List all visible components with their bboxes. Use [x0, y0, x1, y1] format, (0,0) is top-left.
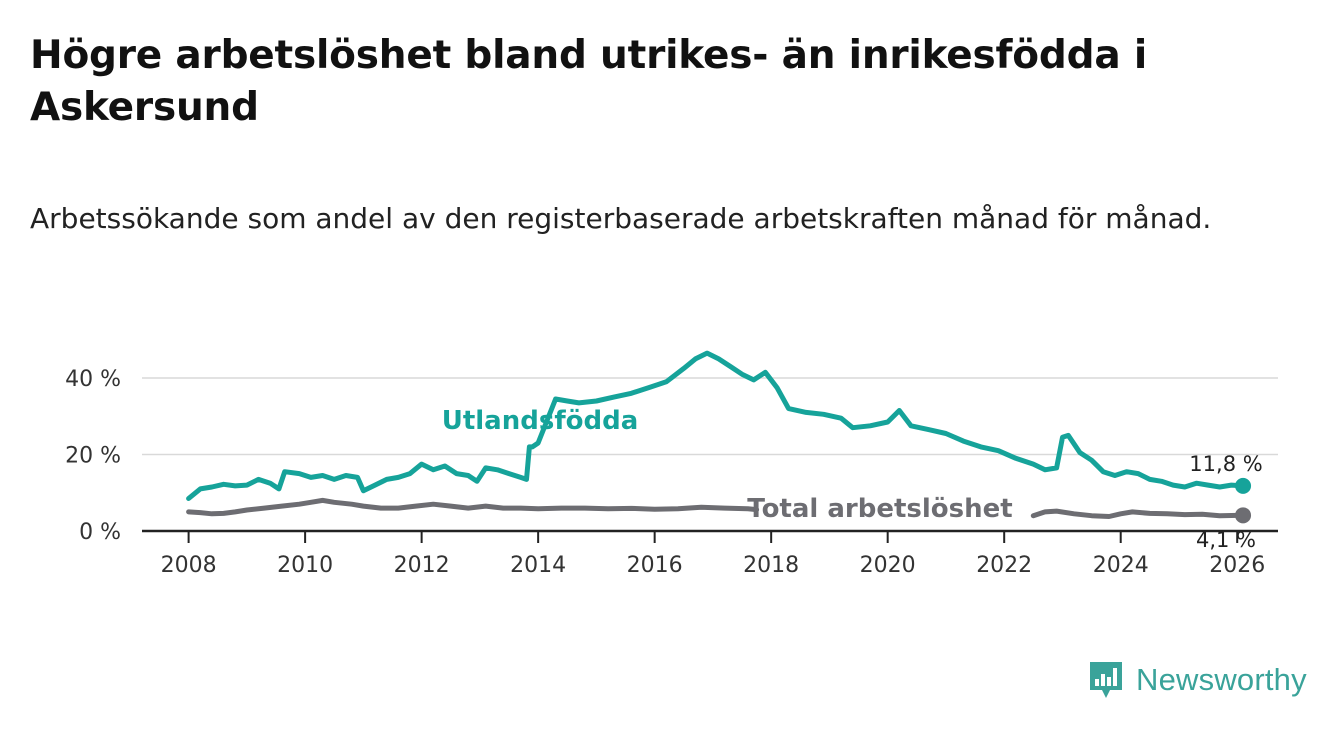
x-tick-label: 2024	[1093, 553, 1149, 578]
gridlines	[142, 377, 1278, 456]
chart-subtitle: Arbetssökande som andel av den registerb…	[30, 202, 1212, 235]
series-line-total-continued	[1030, 508, 1246, 519]
chart-title: Högre arbetslöshet bland utrikes- än inr…	[30, 33, 1147, 130]
series-lines	[186, 350, 1252, 524]
x-tick-label: 2016	[627, 553, 683, 578]
x-tick-label: 2012	[394, 553, 450, 578]
brand-logo: Newsworthy	[1088, 660, 1307, 700]
series-label-total: Total arbetslöshet	[747, 494, 1012, 524]
x-tick-label: 2026	[1209, 553, 1265, 578]
x-tick-label: 2014	[510, 553, 566, 578]
end-point-total	[1235, 507, 1252, 524]
x-tick-label: 2020	[860, 553, 916, 578]
end-label-utlandsfodda: 11,8 %	[1189, 452, 1262, 476]
y-tick-label: 40 %	[65, 367, 121, 392]
x-tick-label: 2010	[277, 553, 333, 578]
series-label-utlandsfodda: Utlandsfödda	[442, 406, 639, 436]
x-tick-label: 2022	[976, 553, 1032, 578]
labels: Utlandsfödda Total arbetslöshet 11,8 % 4…	[442, 406, 1263, 552]
brand-name: Newsworthy	[1136, 662, 1307, 697]
x-tick-label: 2008	[161, 553, 217, 578]
series-line-total	[186, 497, 760, 517]
y-tick-label: 0 %	[79, 520, 121, 545]
axes: 0 % 20 % 40 % 2008 2010 2012 2014 2016 2018 2020 2…	[65, 367, 1278, 578]
newsworthy-logo-icon	[1090, 662, 1122, 698]
end-label-total: 4,1 %	[1196, 528, 1256, 552]
y-tick-label: 20 %	[65, 444, 121, 469]
end-point-utlandsfodda	[1235, 477, 1252, 494]
series-line-utlandsfodda	[186, 350, 1246, 501]
x-tick-label: 2018	[743, 553, 799, 578]
